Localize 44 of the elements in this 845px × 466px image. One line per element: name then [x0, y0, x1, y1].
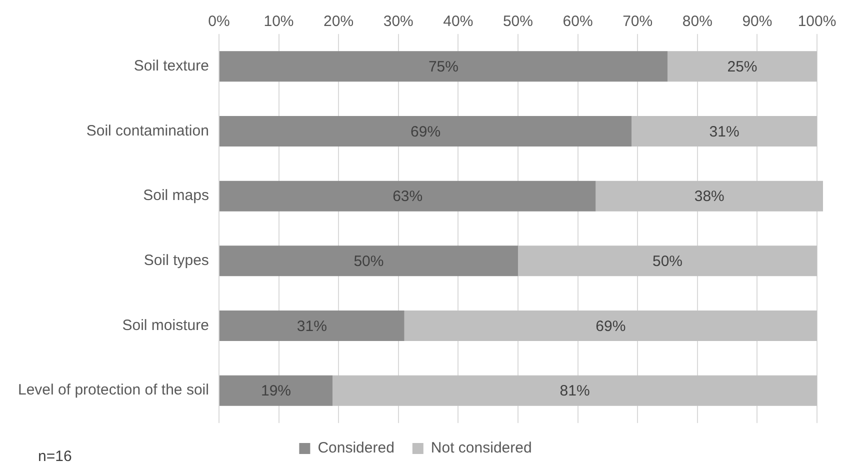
bar — [632, 116, 818, 146]
bar — [219, 180, 596, 212]
y-tick-label: Soil maps — [143, 187, 209, 204]
y-tick-label: Soil contamination — [86, 122, 209, 140]
bar — [219, 310, 404, 341]
x-tick-label: 50% — [502, 13, 533, 30]
bar — [332, 375, 818, 406]
bar — [404, 310, 818, 341]
x-tick-label: 10% — [264, 13, 294, 30]
data-label: 25% — [727, 58, 758, 76]
bar — [518, 246, 818, 276]
bar — [596, 180, 823, 212]
bar — [219, 116, 632, 146]
data-label: 69% — [596, 318, 626, 335]
data-label: 75% — [428, 58, 458, 76]
data-label: 38% — [694, 188, 724, 206]
bar — [668, 51, 818, 82]
y-tick-label: Level of protection of the soil — [18, 382, 209, 399]
x-tick-label: 60% — [562, 13, 593, 30]
data-label: 50% — [652, 253, 683, 270]
bar — [219, 51, 668, 82]
x-tick-label: 0% — [208, 13, 230, 30]
y-tick-label: Soil moisture — [122, 316, 209, 334]
bar — [219, 375, 333, 406]
x-tick-label: 40% — [443, 13, 474, 30]
data-label: 69% — [410, 123, 441, 140]
x-tick-label: 70% — [622, 13, 653, 30]
x-tick-label: 20% — [324, 13, 354, 30]
data-label: 50% — [354, 253, 384, 270]
data-label: 81% — [560, 382, 590, 400]
data-label: 63% — [392, 188, 423, 206]
y-tick-label: Soil types — [144, 252, 209, 270]
data-label: 31% — [296, 318, 327, 335]
x-tick-label: 80% — [682, 13, 712, 30]
data-label: 31% — [709, 123, 740, 140]
bar — [219, 246, 518, 276]
data-label: 19% — [261, 382, 292, 400]
x-tick-label: 90% — [742, 13, 772, 30]
text: n=16 — [38, 448, 72, 466]
legend-label: Not considered — [430, 440, 532, 457]
legend-label: Considered — [318, 440, 394, 457]
x-tick-label: 30% — [383, 13, 414, 30]
x-tick-label: 100% — [798, 13, 836, 30]
y-tick-label: Soil texture — [134, 58, 209, 75]
